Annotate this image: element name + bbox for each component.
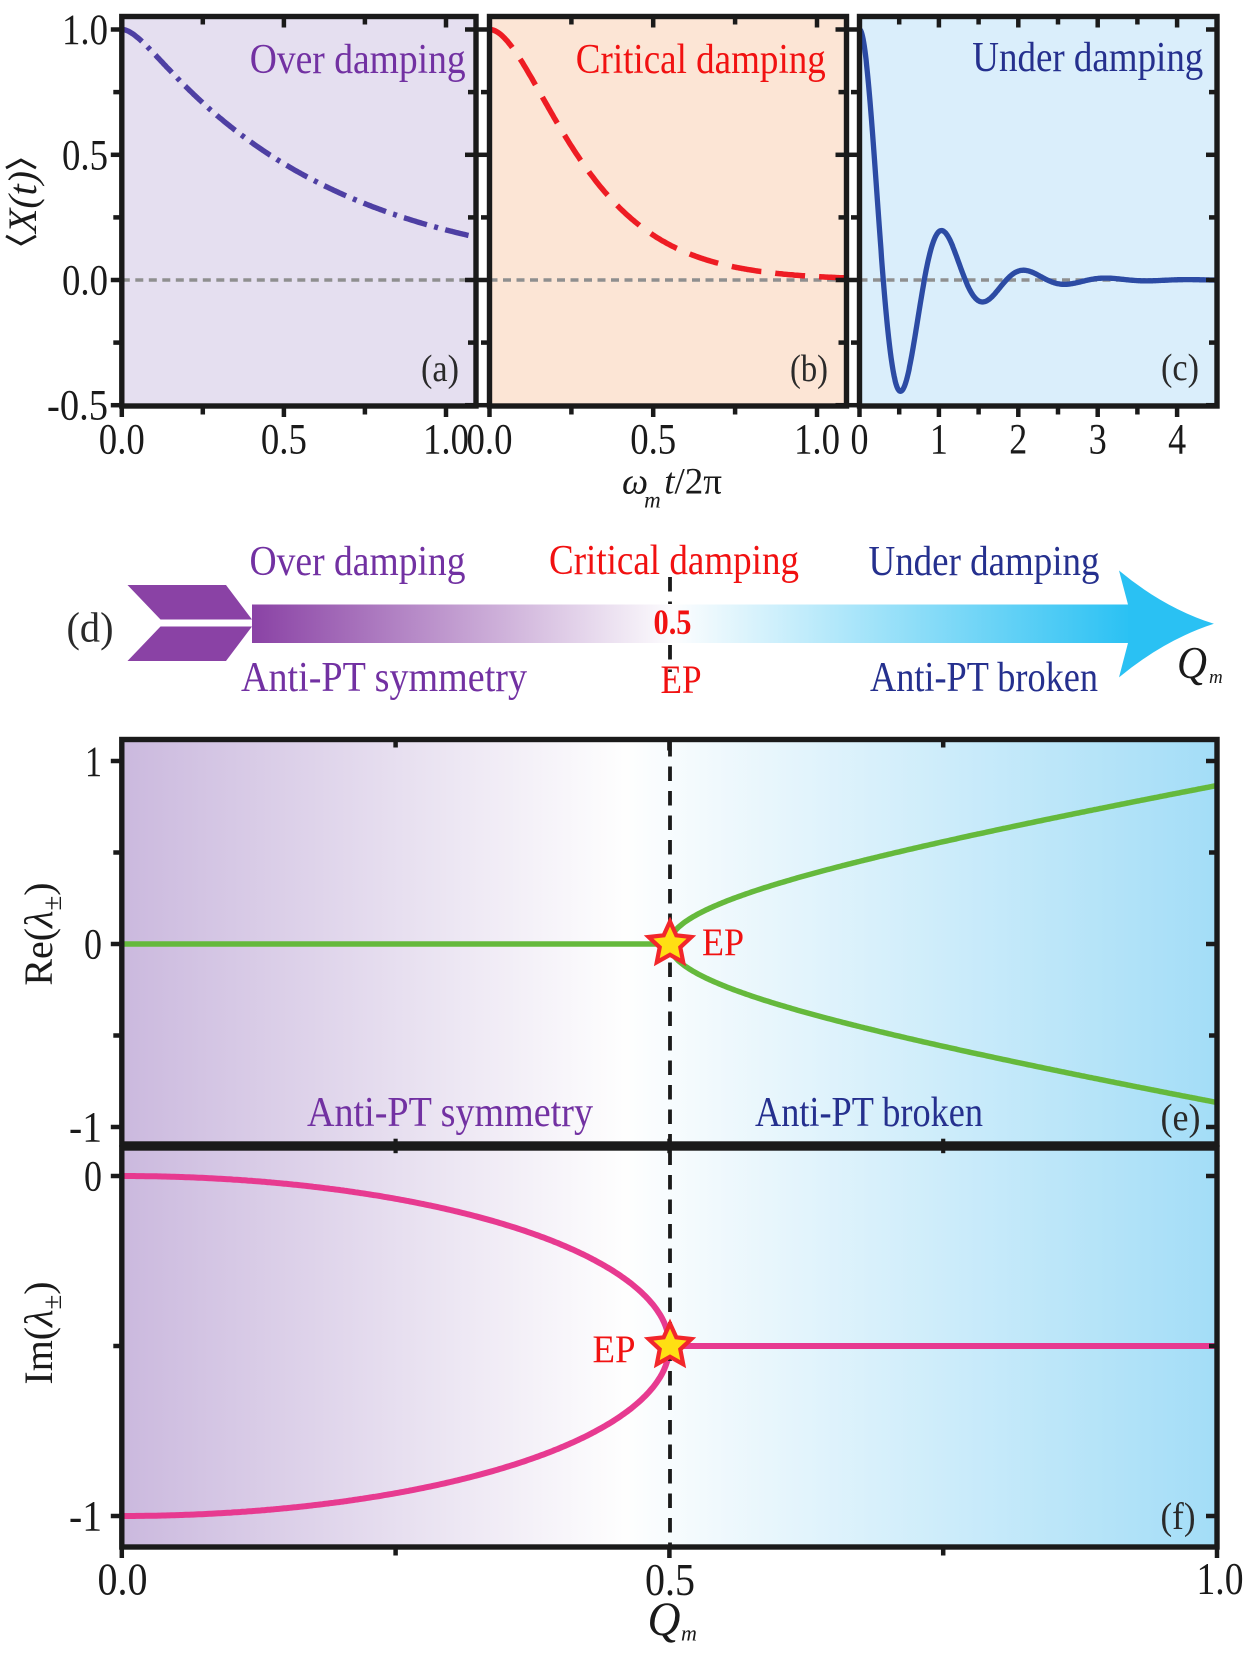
svg-text:-1: -1 — [69, 1494, 102, 1541]
svg-text:Over damping: Over damping — [250, 37, 466, 83]
svg-text:(f): (f) — [1161, 1496, 1196, 1538]
svg-text:0.0: 0.0 — [98, 1555, 148, 1605]
svg-text:1.0: 1.0 — [62, 7, 108, 54]
svg-text:1.0: 1.0 — [794, 417, 840, 464]
svg-text:0: 0 — [84, 922, 102, 969]
svg-text:1: 1 — [85, 739, 102, 786]
svg-text:-1: -1 — [69, 1105, 102, 1152]
svg-text:3: 3 — [1089, 417, 1107, 464]
svg-text:0.5: 0.5 — [654, 602, 692, 642]
svg-text:(b): (b) — [790, 348, 828, 390]
svg-text:Q: Q — [648, 1593, 681, 1646]
svg-text:Anti-PT symmetry: Anti-PT symmetry — [241, 655, 527, 701]
svg-text:0.0: 0.0 — [62, 258, 108, 305]
svg-text:0: 0 — [851, 417, 869, 464]
svg-text:0: 0 — [84, 1154, 102, 1201]
svg-text:0.5: 0.5 — [630, 417, 676, 464]
svg-text:1: 1 — [930, 417, 948, 464]
svg-text:0.0: 0.0 — [99, 417, 145, 464]
svg-text:Anti-PT broken: Anti-PT broken — [870, 655, 1098, 701]
svg-text:0.5: 0.5 — [62, 133, 108, 180]
svg-text:EP: EP — [593, 1328, 636, 1371]
svg-text:(a): (a) — [421, 348, 459, 390]
svg-text:Under damping: Under damping — [869, 539, 1100, 585]
svg-text:Anti-PT broken: Anti-PT broken — [755, 1090, 983, 1136]
svg-text:Under damping: Under damping — [972, 35, 1203, 81]
svg-text:0.5: 0.5 — [261, 417, 307, 464]
svg-text:ωmt/2π: ωmt/2π — [622, 462, 722, 513]
svg-text:-0.5: -0.5 — [47, 383, 108, 430]
svg-text:2: 2 — [1009, 417, 1027, 464]
svg-text:Critical damping: Critical damping — [549, 538, 799, 584]
svg-text:EP: EP — [702, 921, 744, 964]
svg-text:(e): (e) — [1161, 1097, 1201, 1139]
svg-text:(c): (c) — [1161, 347, 1199, 389]
svg-text:Q: Q — [1177, 637, 1207, 688]
svg-text:m: m — [681, 1621, 697, 1646]
svg-text:Re(λ±): Re(λ±) — [16, 882, 67, 985]
svg-text:EP: EP — [661, 657, 702, 702]
svg-text:0.5: 0.5 — [645, 1555, 695, 1605]
svg-text:Critical damping: Critical damping — [576, 37, 826, 83]
svg-text:4: 4 — [1168, 417, 1186, 464]
svg-text:0.0: 0.0 — [467, 417, 513, 464]
svg-text:Over damping: Over damping — [250, 539, 466, 585]
svg-text:X(t): X(t) — [0, 171, 45, 235]
svg-text:Anti-PT symmetry: Anti-PT symmetry — [307, 1090, 593, 1136]
svg-text:1.0: 1.0 — [423, 417, 469, 464]
svg-text:1.0: 1.0 — [1197, 1554, 1244, 1604]
svg-text:Im(λ±): Im(λ±) — [16, 1281, 67, 1384]
svg-text:m: m — [1209, 667, 1223, 688]
svg-text:(d): (d) — [67, 606, 114, 652]
